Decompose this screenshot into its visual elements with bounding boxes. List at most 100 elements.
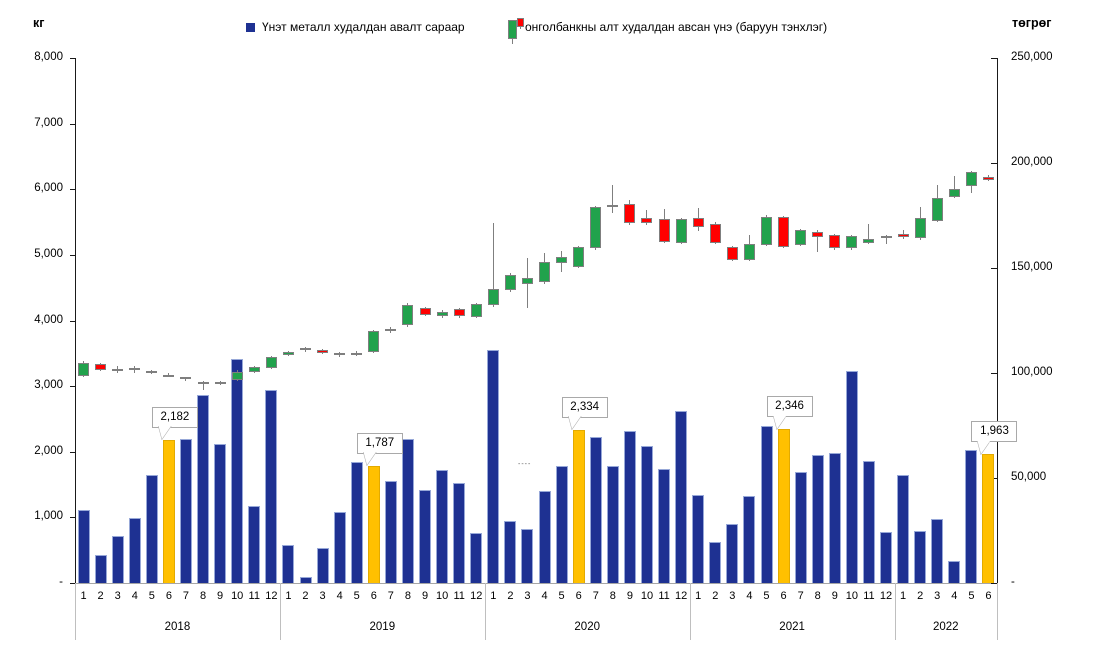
bar: [111, 535, 124, 583]
candle-wick: [868, 223, 870, 245]
month-label: 1: [80, 590, 87, 602]
candle-body: [914, 218, 926, 239]
right-axis-tick: [991, 583, 997, 584]
candle-body: [982, 176, 994, 180]
candle-wick: [202, 380, 204, 390]
left-axis-line: [75, 58, 76, 583]
bar: [333, 512, 346, 583]
left-axis-tick-label: 6,000: [34, 182, 63, 195]
year-separator: [75, 583, 76, 640]
bar-series-swatch-icon: [246, 23, 255, 32]
bar: [384, 481, 397, 583]
candle-body: [726, 247, 738, 260]
month-label: 3: [319, 590, 326, 602]
candle-wick: [646, 210, 648, 225]
candle-body: [146, 371, 158, 374]
candle-wick: [612, 185, 614, 214]
month-label: 11: [658, 590, 670, 602]
year-separator: [894, 583, 896, 640]
bar: [453, 482, 466, 583]
candle-body: [675, 219, 687, 243]
candle-body: [829, 235, 841, 249]
left-axis-tick: [70, 58, 75, 59]
month-label: 5: [353, 590, 360, 602]
bar: [316, 548, 329, 583]
candle-body: [214, 381, 226, 384]
bar: [709, 541, 722, 583]
month-label: 5: [968, 590, 975, 602]
bar: [470, 533, 483, 583]
month-label: 11: [863, 590, 875, 602]
legend-item-candles: онголбанкны алт худалдан авсан үнэ (бару…: [507, 18, 827, 44]
bar: [419, 489, 432, 583]
bar: [675, 411, 688, 583]
bar: [521, 529, 534, 583]
month-label: 10: [435, 590, 449, 602]
right-axis-tick-label: 50,000: [1011, 471, 1047, 483]
candle-body: [436, 311, 448, 316]
month-label: 3: [114, 590, 121, 602]
right-axis-tick-label: 150,000: [1011, 261, 1053, 273]
left-axis-tick-label: 4,000: [34, 313, 63, 326]
month-label: 11: [248, 590, 260, 602]
month-label: 12: [470, 590, 483, 602]
month-label: 8: [404, 590, 411, 602]
month-label: 9: [217, 590, 224, 602]
bar: [897, 474, 910, 583]
month-label: 11: [453, 590, 465, 602]
bar: [436, 470, 449, 583]
bar: [299, 577, 312, 583]
year-separator: [689, 583, 691, 640]
candle-body: [607, 204, 619, 207]
data-label-callout: 1,787: [356, 432, 403, 454]
candle-body: [778, 216, 790, 247]
right-axis-tick: [991, 58, 997, 59]
bar: [504, 521, 517, 583]
candle-body: [317, 349, 329, 353]
right-axis-tick-label: 200,000: [1011, 156, 1053, 168]
right-axis-tick: [991, 163, 997, 164]
candle-body: [95, 363, 107, 371]
bar: [128, 518, 141, 583]
year-label: 2019: [369, 621, 396, 633]
left-axis-tick: [70, 517, 75, 519]
callout-tail: [362, 452, 377, 467]
left-axis-tick-label: 8,000: [34, 51, 63, 63]
month-label: 8: [199, 590, 207, 602]
candle-body: [556, 256, 568, 264]
bar: [658, 469, 671, 583]
data-label-callout: 2,334: [561, 396, 608, 418]
bar: [606, 466, 619, 583]
candle-body: [880, 235, 892, 238]
month-label: 5: [558, 590, 565, 602]
candle-wick: [953, 176, 955, 199]
bar: [640, 445, 653, 583]
candle-body: [351, 353, 363, 356]
candle-body: [795, 229, 807, 245]
bar-highlighted: [367, 465, 380, 583]
bar: [179, 439, 192, 583]
month-label: 12: [265, 590, 278, 602]
year-separator: [997, 583, 998, 640]
left-axis-tick: [70, 123, 75, 125]
candle-body: [573, 247, 585, 267]
candle-body: [931, 198, 943, 221]
bar-series-label: Үнэт металл худалдан авалт сараар: [262, 20, 465, 34]
bar: [692, 495, 705, 583]
bar-highlighted: [572, 429, 585, 583]
right-axis-line: [997, 58, 998, 583]
candle-body: [897, 233, 909, 238]
candle-body: [846, 236, 858, 249]
callout-tail: [977, 440, 992, 455]
candle-body: [231, 371, 243, 380]
bar-highlighted: [982, 454, 995, 583]
candle-body: [248, 366, 260, 373]
month-label: 2: [97, 590, 104, 602]
month-label: 1: [695, 590, 702, 602]
bar: [794, 472, 807, 583]
month-label: 10: [845, 590, 858, 602]
callout-tail: [772, 415, 787, 430]
data-label-callout: 2,182: [151, 406, 198, 428]
year-separator: [279, 583, 281, 640]
candle-body: [334, 353, 346, 356]
